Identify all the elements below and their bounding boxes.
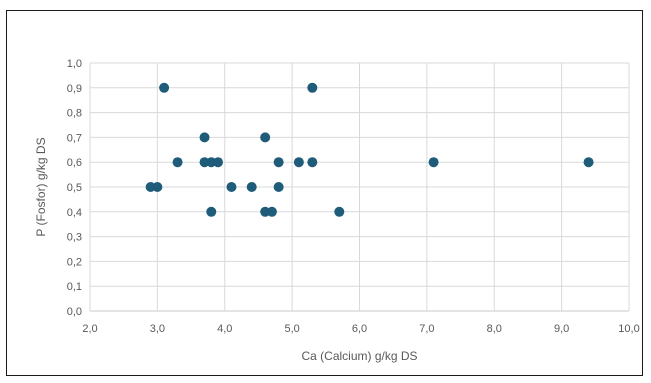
data-point bbox=[273, 157, 284, 168]
data-point bbox=[260, 132, 271, 143]
data-point bbox=[246, 182, 257, 192]
data-point bbox=[206, 206, 217, 217]
y-tick-labels: 0,0 0,1 0,2 0,3 0,4 0,5 0,6 0,7 0,8 0,9 1,0 bbox=[67, 58, 82, 318]
y-tick-label: 1,0 bbox=[67, 58, 82, 70]
x-axis-title: Ca (Calcium) g/kg DS bbox=[301, 349, 417, 363]
y-tick-label: 0,8 bbox=[67, 108, 82, 120]
data-point bbox=[213, 157, 224, 168]
y-tick-label: 0,1 bbox=[67, 281, 82, 293]
y-axis-title: P (Fosfor) g/kg DS bbox=[34, 137, 48, 236]
y-tick-label: 0,4 bbox=[67, 207, 82, 219]
y-tick-label: 0,0 bbox=[67, 306, 82, 318]
data-point bbox=[307, 157, 318, 168]
data-points bbox=[145, 82, 594, 217]
grid-lines bbox=[89, 62, 630, 312]
y-tick-label: 0,2 bbox=[67, 256, 82, 268]
x-tick-label: 6,0 bbox=[352, 323, 367, 335]
x-tick-label: 3,0 bbox=[150, 323, 165, 335]
y-tick-label: 0,9 bbox=[67, 83, 82, 95]
x-tick-label: 10,0 bbox=[618, 323, 639, 335]
chart-frame: 0,0 0,1 0,2 0,3 0,4 0,5 0,6 0,7 0,8 0,9 1,0 2,0 3,0… bbox=[6, 10, 643, 376]
data-point bbox=[159, 82, 170, 93]
y-tick-label: 0,7 bbox=[67, 132, 82, 144]
y-tick-label: 0,6 bbox=[67, 157, 82, 169]
data-point bbox=[307, 82, 318, 93]
x-tick-label: 5,0 bbox=[284, 323, 299, 335]
x-tick-label: 9,0 bbox=[554, 323, 569, 335]
scatter-plot: 0,0 0,1 0,2 0,3 0,4 0,5 0,6 0,7 0,8 0,9 1,0 2,0 3,0… bbox=[34, 58, 640, 363]
data-point bbox=[266, 206, 277, 217]
x-tick-labels: 2,0 3,0 4,0 5,0 6,0 7,0 8,0 9,0 10,0 bbox=[82, 323, 639, 335]
data-point bbox=[172, 157, 183, 168]
data-point bbox=[334, 206, 345, 217]
x-tick-label: 4,0 bbox=[217, 323, 232, 335]
y-tick-label: 0,3 bbox=[67, 232, 82, 244]
data-point bbox=[226, 182, 237, 192]
data-point bbox=[293, 157, 304, 168]
data-point bbox=[152, 182, 163, 192]
x-tick-label: 8,0 bbox=[487, 323, 502, 335]
data-point bbox=[273, 182, 284, 192]
data-point bbox=[199, 132, 210, 143]
x-tick-label: 2,0 bbox=[82, 323, 97, 335]
y-tick-label: 0,5 bbox=[67, 182, 82, 194]
data-point bbox=[428, 157, 439, 168]
data-point bbox=[583, 157, 594, 168]
x-tick-label: 7,0 bbox=[419, 323, 434, 335]
